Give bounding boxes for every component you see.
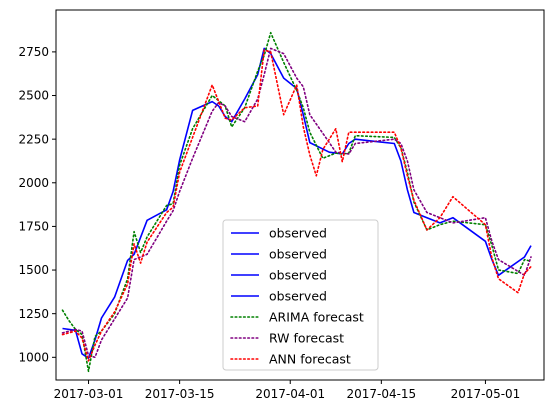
series-line-observed-1 — [62, 327, 76, 332]
legend-box — [222, 219, 379, 371]
y-tick-label: 2250 — [18, 132, 49, 146]
x-tick-label: 2017-05-01 — [451, 387, 521, 401]
y-tick-label: 2500 — [18, 89, 49, 103]
series-line-observed-4 — [341, 138, 532, 277]
x-tick-label: 2017-04-15 — [346, 387, 416, 401]
axes-frame — [55, 9, 545, 381]
y-tick-label: 1000 — [18, 351, 49, 365]
x-tick-label: 2017-03-01 — [54, 387, 124, 401]
x-tick-label: 2017-03-15 — [145, 387, 215, 401]
series-line-rw-forecast-6 — [61, 47, 532, 359]
series-line-observed-3 — [243, 47, 343, 155]
series-lines — [61, 31, 532, 373]
series-line-ann-forecast-7 — [61, 49, 532, 362]
legend-label: observed — [269, 289, 327, 304]
plot-area — [61, 31, 532, 373]
legend-label: observed — [269, 247, 327, 262]
x-tick-label: 2017-04-01 — [255, 387, 325, 401]
legend-label: ANN forecast — [269, 352, 351, 367]
legend-label: observed — [269, 226, 327, 241]
legend-label: ARIMA forecast — [269, 310, 364, 325]
y-tick-label: 2750 — [18, 45, 49, 59]
axes: 1000 1250 1500 1750 2000 2250 2500 2750 2017-03-… — [18, 9, 545, 401]
y-tick-label: 1500 — [18, 263, 49, 277]
legend: observed observed observed observed ARIMA fo… — [222, 219, 379, 371]
legend-label: observed — [269, 268, 327, 283]
y-tick-label: 1750 — [18, 220, 49, 234]
legend-label: RW forecast — [269, 331, 344, 346]
y-tick-label: 1250 — [18, 307, 49, 321]
y-tick-label: 2000 — [18, 176, 49, 190]
